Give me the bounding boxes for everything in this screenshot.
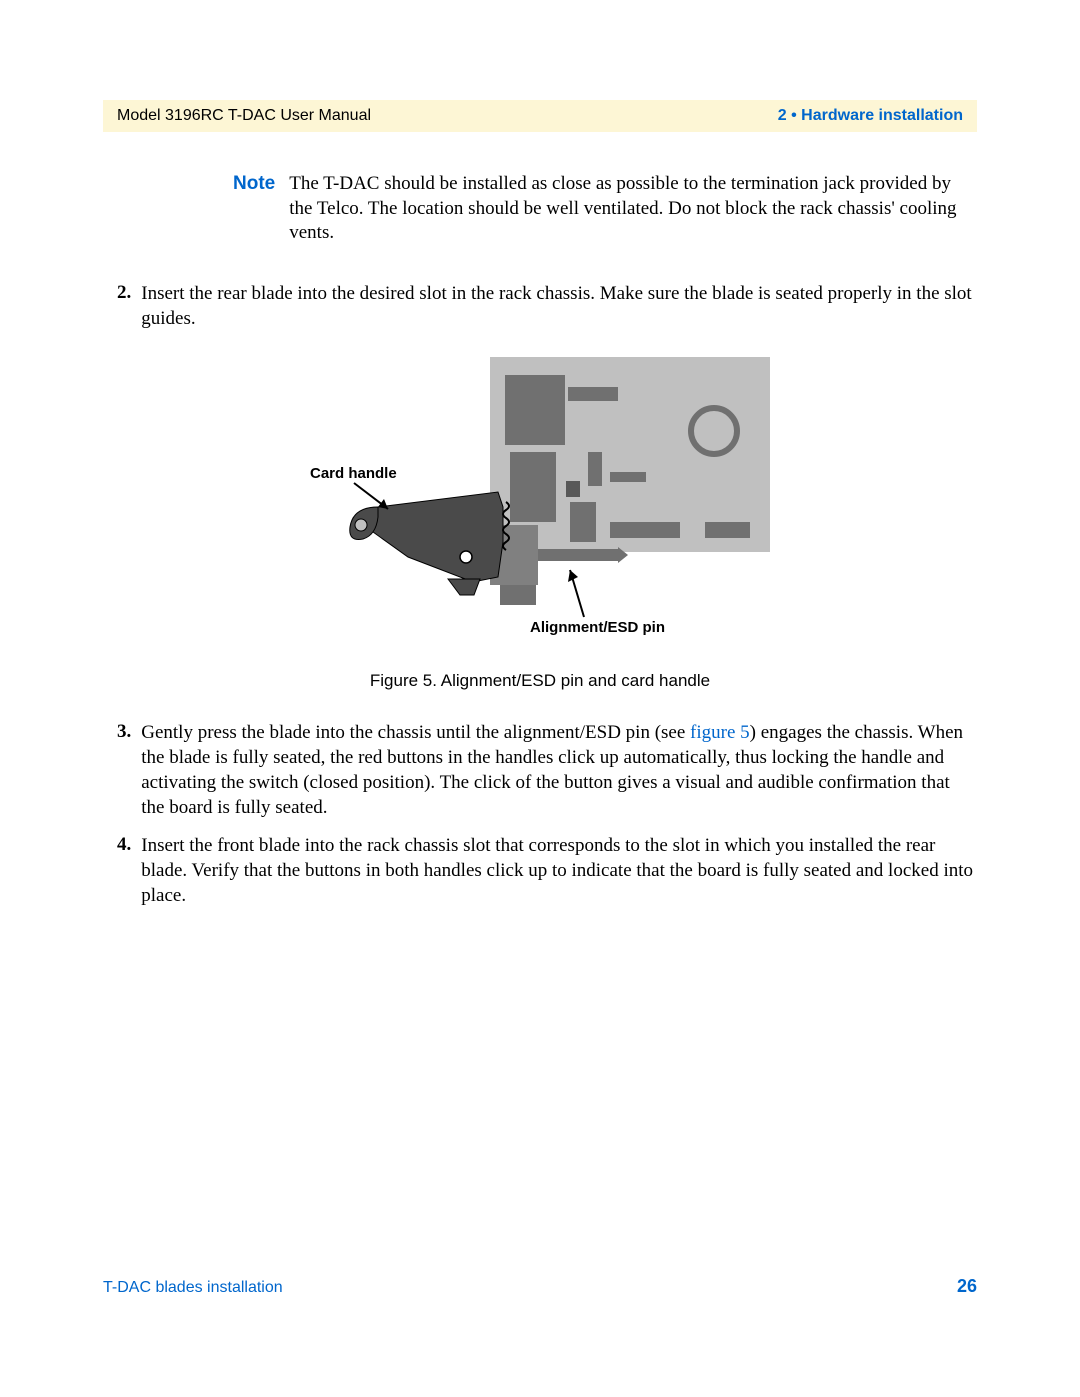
step-text: Insert the front blade into the rack cha… [141, 834, 977, 908]
step-num: 4. [117, 834, 131, 908]
note-block: Note The T-DAC should be installed as cl… [233, 172, 977, 246]
header-manual-title: Model 3196RC T-DAC User Manual [117, 107, 371, 125]
step-text: Insert the rear blade into the desired s… [141, 282, 977, 331]
alignment-pin [538, 549, 618, 561]
step-2: 2. Insert the rear blade into the desire… [117, 282, 977, 331]
component-rect [610, 472, 646, 482]
step-text: Gently press the blade into the chassis … [141, 721, 977, 820]
component-rect [568, 387, 618, 401]
figure-caption: Figure 5. Alignment/ESD pin and card han… [370, 671, 710, 691]
header-chapter: 2 • Hardware installation [778, 107, 963, 125]
component-rect [610, 522, 680, 538]
component-rect [705, 522, 750, 538]
page-header: Model 3196RC T-DAC User Manual 2 • Hardw… [103, 100, 977, 132]
figure-5-link[interactable]: figure 5 [690, 722, 750, 743]
note-label: Note [233, 172, 275, 246]
component-rect [566, 481, 580, 497]
footer-page-number: 26 [957, 1276, 977, 1297]
step-text-before: Gently press the blade into the chassis … [141, 722, 690, 743]
arrow-card-handle [350, 479, 400, 519]
page-footer: T-DAC blades installation 26 [103, 1276, 977, 1297]
step-3: 3. Gently press the blade into the chass… [117, 721, 977, 820]
component-rect [588, 452, 602, 486]
arrow-alignment-pin [566, 562, 606, 622]
step-num: 2. [117, 282, 131, 331]
figure-5: Card handle Alignment/ESD pin Figure 5. … [310, 357, 770, 691]
alignment-pin-tip [618, 547, 628, 563]
step-4: 4. Insert the front blade into the rack … [117, 834, 977, 908]
figure-diagram: Card handle Alignment/ESD pin [310, 357, 770, 657]
component-rect [570, 502, 596, 542]
step-num: 3. [117, 721, 131, 820]
footer-section: T-DAC blades installation [103, 1279, 283, 1297]
component-rect [505, 375, 565, 445]
note-text: The T-DAC should be installed as close a… [289, 172, 977, 246]
